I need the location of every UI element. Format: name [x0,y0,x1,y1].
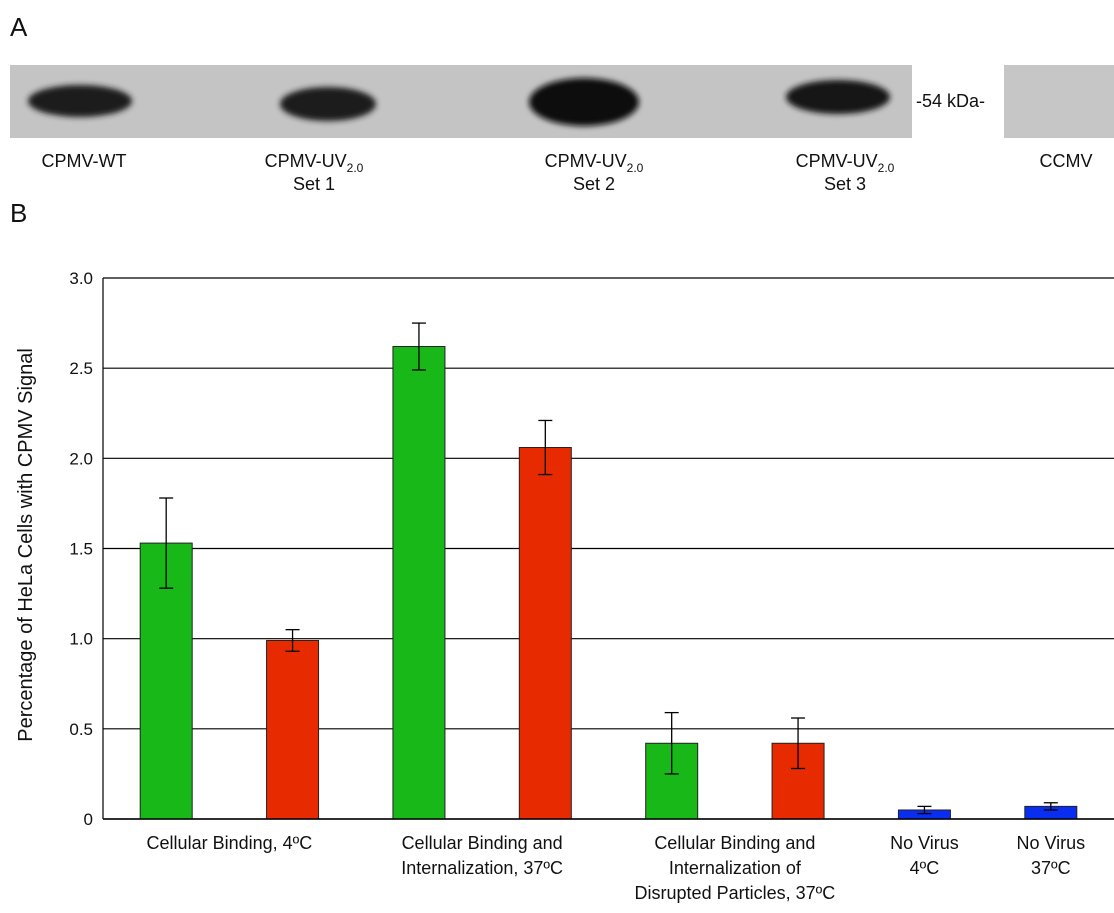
marker-label: -54 kDa- [916,91,985,111]
lane-name: CPMV-WT [42,151,127,171]
lane-name: CPMV-UV [265,151,347,171]
y-tick-label: 0.5 [69,720,93,739]
lane-label: CPMV-UV2.0 [796,151,895,175]
x-tick-label: Cellular Binding and Internalization of Di… [635,833,836,903]
panel-label: B [10,198,27,228]
lane-label: CPMV-WT [42,151,127,171]
lane-subscript: 2.0 [878,161,895,175]
x-tick-label: Cellular Binding, 4ºC [147,833,313,853]
x-tick-label-line: Internalization, 37ºC [401,858,563,878]
lane-label: CPMV-UV2.0 [265,151,364,175]
y-tick-label: 0 [84,810,93,829]
x-tick-label: No Virus 37ºC [1016,833,1085,878]
bar [267,640,319,819]
x-tick-label-line: Cellular Binding and [654,833,815,853]
y-tick-label: 1.0 [69,630,93,649]
lane-label: CPMV-UV2.0 [545,151,644,175]
x-tick-label-line: Internalization of [669,858,802,878]
y-tick-label: 3.0 [69,269,93,288]
y-tick-label: 2.5 [69,359,93,378]
figure: A -54 kDa- B Percentage of HeLa Cells wi… [0,0,1114,908]
lane-subscript: 2.0 [627,161,644,175]
lane-name: CCMV [1040,151,1093,171]
x-tick-label-line: Disrupted Particles, 37ºC [635,883,836,903]
x-tick-label-line: No Virus [1016,833,1085,853]
x-tick-label: No Virus 4ºC [890,833,959,878]
lane-label-line2: Set 1 [293,174,335,194]
y-tick-label: 1.5 [69,540,93,559]
blot [1004,65,1114,138]
x-tick-label: Cellular Binding and Internalization, 37º… [401,833,563,878]
x-tick-label-line: 37ºC [1031,858,1071,878]
blot [10,65,912,138]
lane-name: CPMV-UV [545,151,627,171]
x-tick-label-line: 4ºC [910,858,940,878]
bar [393,347,445,819]
x-tick-label-line: No Virus [890,833,959,853]
x-tick-label-line: Cellular Binding and [402,833,563,853]
lane-label-line2: Set 2 [573,174,615,194]
lane-name: CPMV-UV [796,151,878,171]
lane-label-line2: Set 3 [824,174,866,194]
x-tick-label-line: Cellular Binding, 4ºC [147,833,313,853]
bar [519,448,571,819]
y-tick-label: 2.0 [69,449,93,468]
lane-subscript: 2.0 [347,161,364,175]
y-axis-label: Percentage of HeLa Cells with CPMV Signa… [15,348,37,742]
lane-label: CCMV [1040,151,1093,171]
panel-label: A [10,12,28,42]
